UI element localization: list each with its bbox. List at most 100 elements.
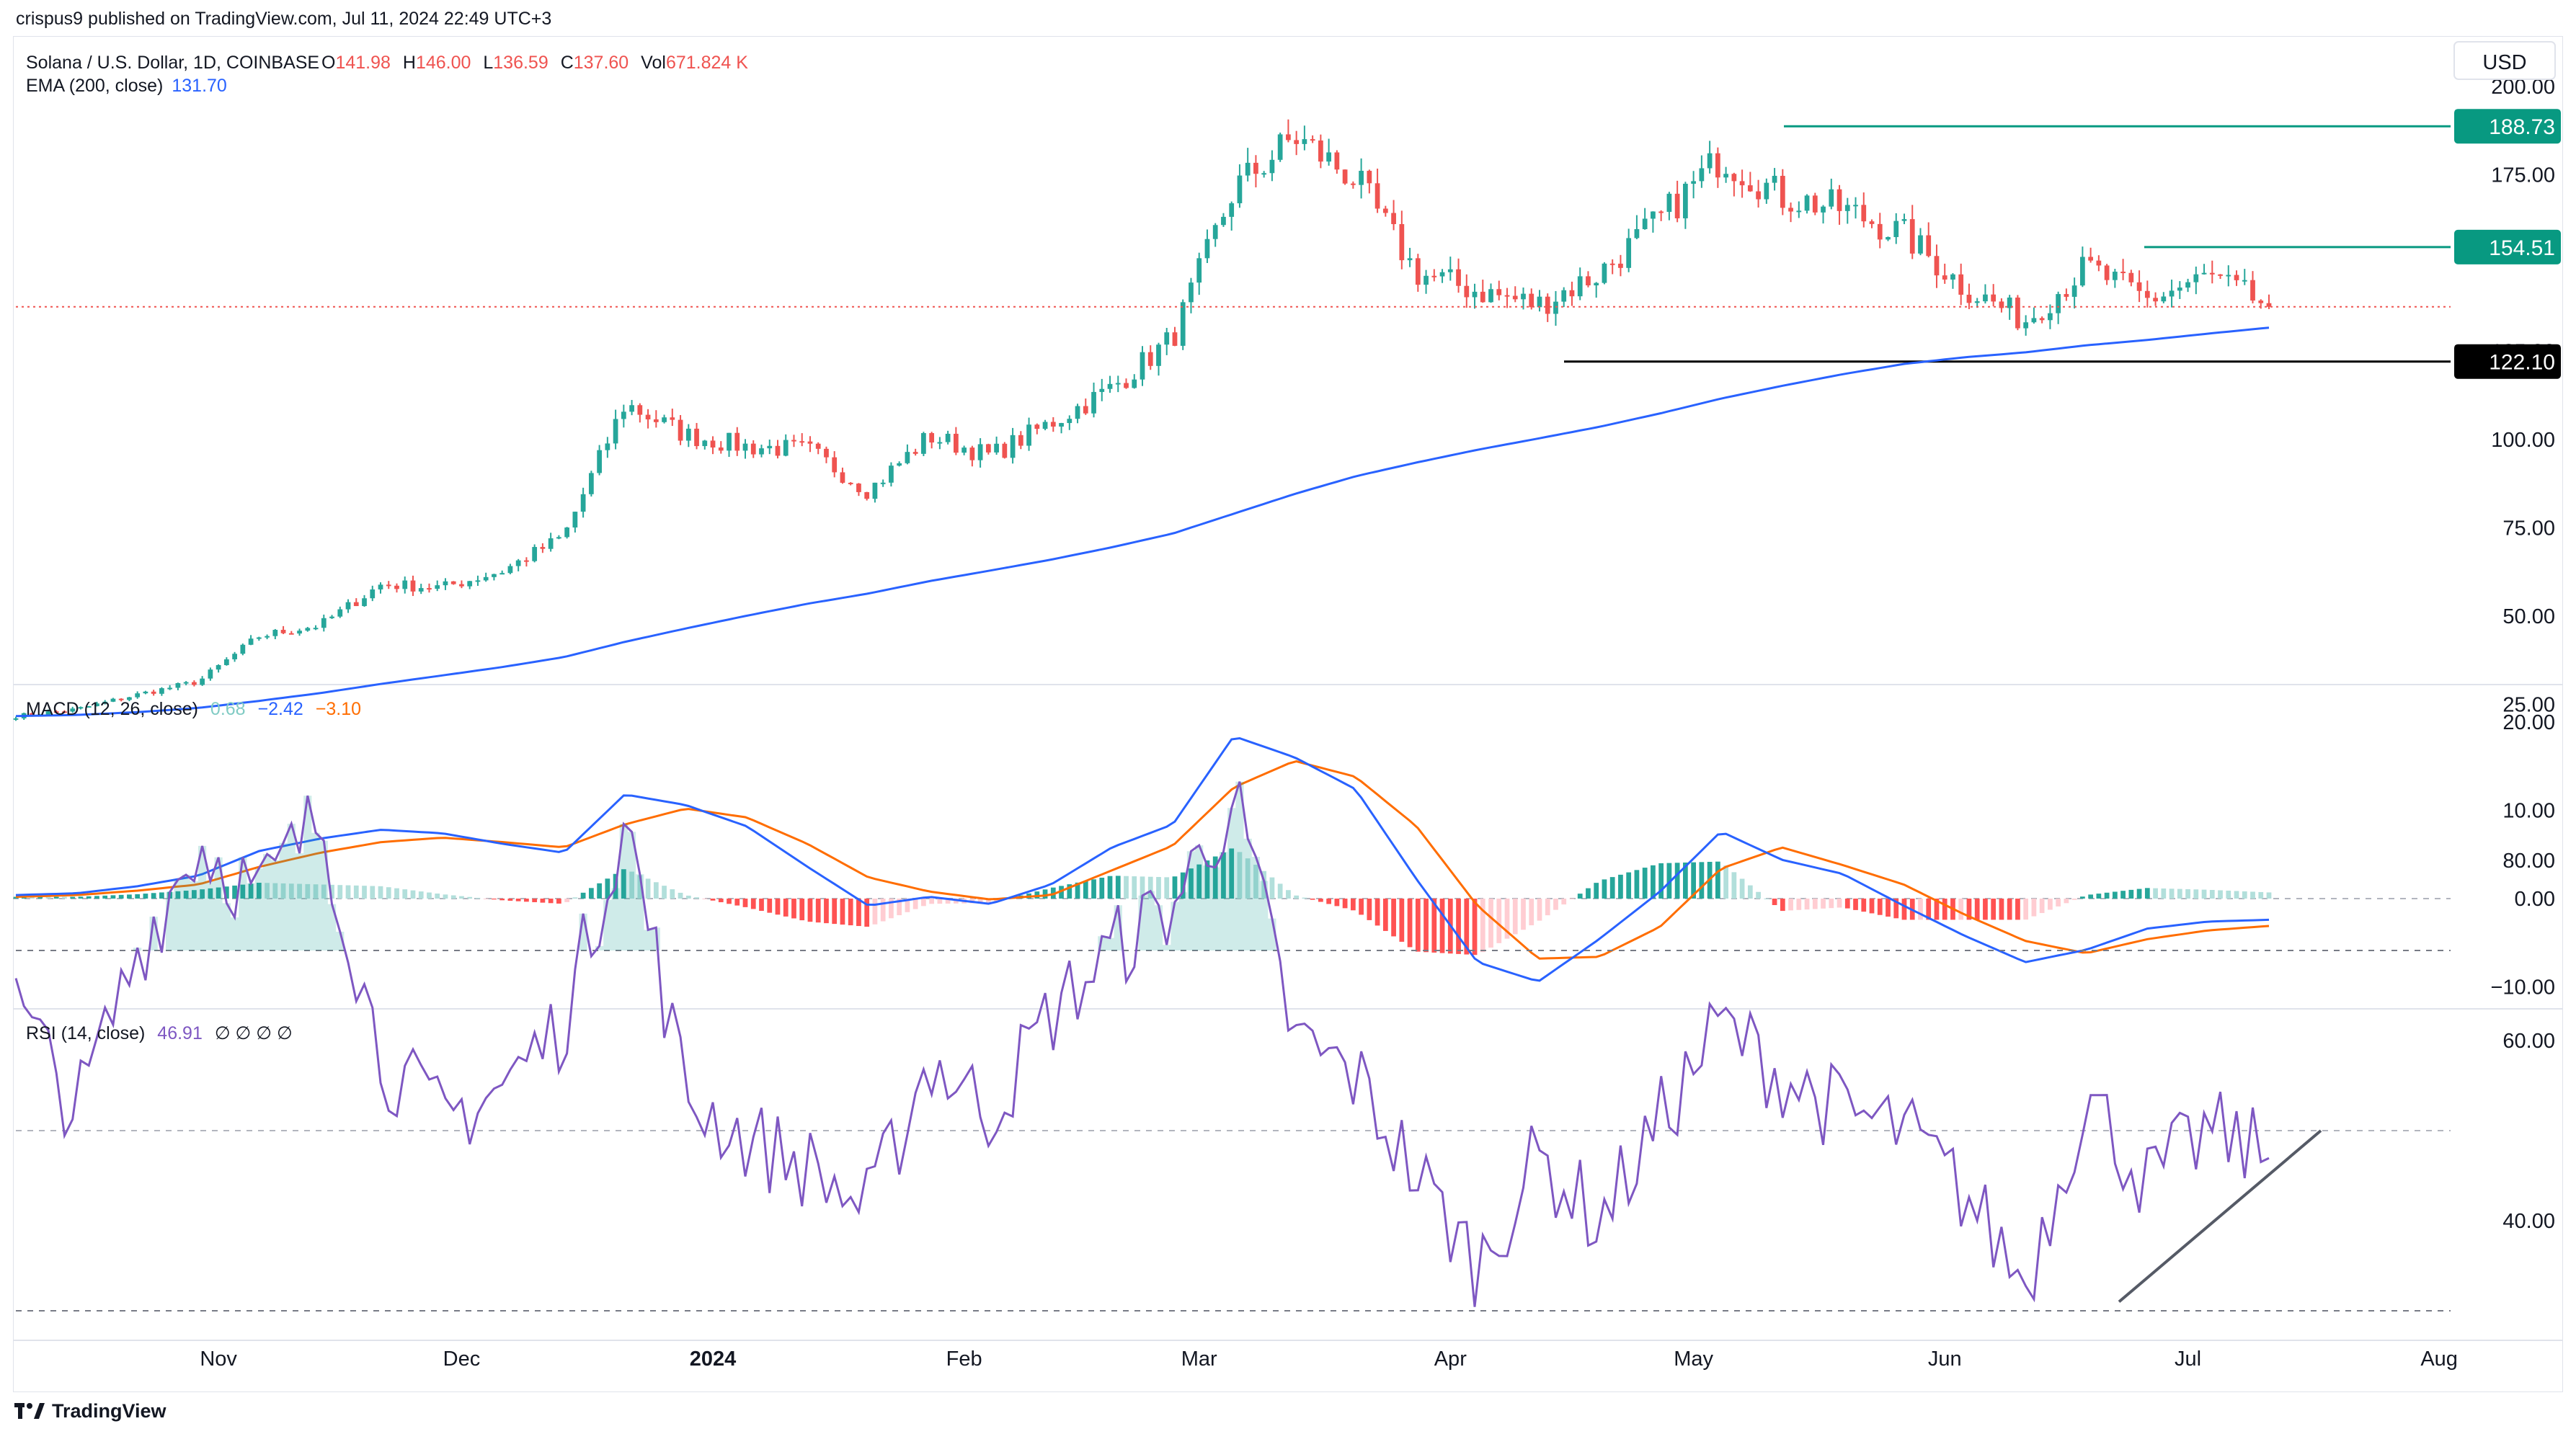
candle-body [1829, 189, 1834, 207]
candle-body [1140, 352, 1145, 380]
candle-body [192, 682, 197, 685]
price-tags: 188.73 154.51 122.10 [2454, 109, 2561, 379]
price-levels [1564, 125, 2451, 363]
macd-histogram-bar [1132, 876, 1137, 899]
candle-body [1050, 422, 1056, 427]
candle-body [1893, 221, 1899, 237]
macd-histogram-bar [977, 899, 983, 904]
candle-body [1756, 191, 1761, 200]
candle-body [345, 602, 351, 610]
candle-body [459, 584, 464, 587]
candle-body [1586, 276, 1591, 285]
candle-body [742, 443, 748, 451]
macd-histogram-bar [410, 890, 416, 899]
candle-body [1691, 181, 1697, 184]
macd-histogram-bar [402, 889, 408, 899]
macd-histogram-bar [2104, 892, 2110, 899]
candle-body [889, 466, 894, 483]
macd-histogram-bar [1683, 862, 1688, 899]
candle-body [1359, 171, 1364, 185]
price-axis-tick: 50.00 [2502, 605, 2555, 628]
macd-histogram-bar [1124, 876, 1129, 899]
candle-body [515, 560, 521, 566]
candle-body [1804, 195, 1810, 211]
macd-histogram-bar [2112, 891, 2118, 899]
ema-legend: EMA (200, close) 131.70 [26, 76, 227, 96]
macd-histogram-bar [1164, 877, 1170, 899]
candle-body [418, 588, 424, 592]
macd-histogram-bar [1731, 872, 1737, 899]
macd-signal-line [15, 760, 2270, 960]
candle-body [175, 683, 181, 688]
candle-body [2218, 274, 2223, 276]
macd-pane[interactable]: 20.00 10.00 0.00 −10.00 MACD (12, 26, close… [13, 699, 2555, 999]
macd-histogram-bar [605, 878, 610, 899]
ema-legend-value: 131.70 [172, 76, 226, 96]
macd-histogram-bar [1756, 891, 1761, 899]
candle-body [1342, 169, 1348, 184]
macd-histogram-bar [337, 885, 343, 899]
macd-histogram-bar [1269, 877, 1275, 899]
macd-histogram-bar [394, 888, 399, 899]
macd-histogram-bar [524, 899, 529, 902]
candle-body [912, 452, 918, 454]
candle-body [1983, 294, 1988, 302]
macd-histogram-bar [1658, 863, 1664, 899]
candle-body [337, 609, 343, 617]
candle-body [167, 687, 173, 690]
candle-body [499, 573, 505, 575]
price-axis-tick: 100.00 [2491, 429, 2555, 452]
macd-histogram-bar [272, 883, 278, 899]
macd-histogram-bar [1399, 899, 1405, 942]
macd-histogram-bar [775, 899, 781, 915]
macd-histogram-bar [588, 888, 594, 899]
macd-histogram-bar [767, 899, 773, 913]
macd-histogram-bar [110, 895, 116, 899]
price-pane[interactable]: 200.00175.00125.00100.0075.0050.0025.00 … [13, 41, 2561, 721]
candle-body [2031, 318, 2037, 323]
macd-histogram-bar [2193, 889, 2199, 899]
macd-histogram-bar [1286, 890, 1291, 899]
macd-histogram-bar [2234, 891, 2239, 899]
candle-body [864, 491, 870, 499]
macd-histogram-bar [2185, 889, 2190, 899]
candle-body [305, 628, 311, 631]
macd-histogram-bar [2226, 890, 2231, 899]
candle-body [435, 585, 440, 589]
macd-histogram-bar [30, 896, 35, 899]
candle-body [750, 443, 756, 455]
candle-body [572, 512, 578, 528]
candle-body [1658, 211, 1664, 213]
candle-body [1683, 183, 1688, 218]
macd-histogram-bar [1253, 864, 1258, 899]
macd-histogram-bar [2007, 899, 2012, 920]
candle-body [1010, 435, 1016, 458]
ohlc-legend: O141.98 H146.00 L136.59 C137.60 Vol671.8… [321, 53, 748, 73]
macd-histogram-bar [175, 891, 181, 899]
candle-body [2136, 282, 2142, 291]
candle-body [1634, 228, 1640, 239]
currency-button[interactable] [2453, 41, 2556, 80]
candle-body [2234, 275, 2239, 280]
macd-histogram-bar [1318, 899, 1323, 902]
candle-body [1431, 275, 1437, 277]
macd-histogram-bar [78, 896, 84, 899]
footer-brand: TradingView [52, 1399, 166, 1422]
macd-histogram-bar [329, 884, 334, 899]
candle-body [1391, 213, 1396, 225]
candle-body [1999, 301, 2004, 308]
candle-body [102, 701, 108, 704]
candle-body [272, 630, 278, 636]
macd-histogram-bar [1326, 899, 1331, 904]
macd-histogram-bar [1651, 865, 1656, 899]
candle-body [1229, 203, 1235, 217]
time-axis[interactable]: Nov Dec 2024 Feb Mar Apr May Jun Jul Aug [200, 1348, 2458, 1371]
close-label: C [561, 53, 574, 73]
macd-histogram-bar [1245, 858, 1251, 899]
macd-histogram-bar [1521, 899, 1526, 930]
candle-body [13, 718, 19, 720]
rsi-pane[interactable]: 80.00 60.00 40.00 RSI (14, close) 46.91 ∅ … [14, 781, 2555, 1311]
macd-legend: MACD (12, 26, close) 0.68 −2.42 −3.10 [26, 699, 361, 719]
rsi-trendline[interactable] [2118, 1129, 2322, 1304]
